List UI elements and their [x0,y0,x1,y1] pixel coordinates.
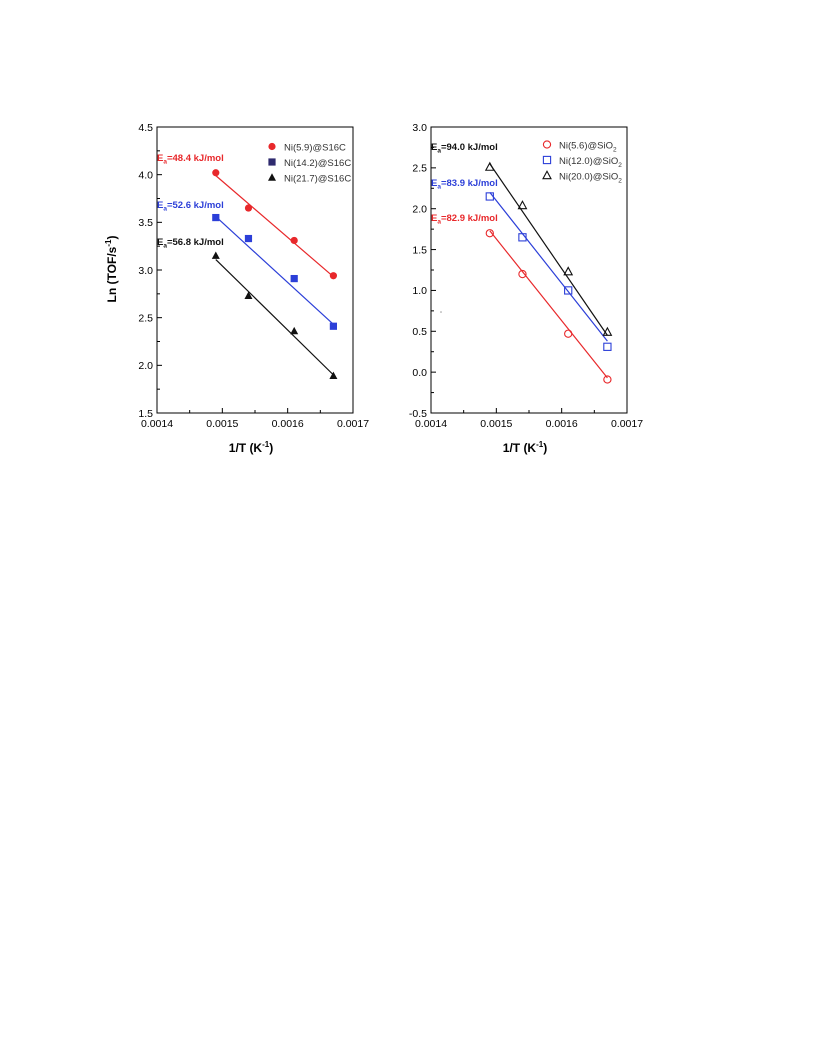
y-tick-label: 2.0 [412,204,427,216]
plot-frame [156,126,354,414]
data-point [211,251,220,259]
x-tick-label: 0.0017 [337,418,369,430]
y-tick-label: 0.5 [412,326,427,338]
y-tick-label: 3.0 [412,122,427,134]
legend-marker [542,155,552,165]
legend-label: Ni(20.0)@SiO2 [559,172,622,185]
y-tick-label: 1.5 [412,244,427,256]
data-point [564,286,573,295]
left-panel: 0.0014 0.0015 0.0016 0.0017 1.5 2.0 2.5 3.0 3.5 4… [138,122,369,455]
series-1: Ni(14.2)@S16C Ea=52.6 kJ/mol [157,158,351,330]
data-point [329,371,338,380]
series-0: Ni(5.9)@S16C Ea=48.4 kJ/mol [157,143,346,280]
x-tick-label: 0.0017 [611,418,643,430]
legend-marker [268,158,276,166]
x-tick-label: 0.0015 [206,418,238,430]
x-axis-label: 1/T (K-1) [229,440,273,455]
x-axis-label: 1/T (K-1) [503,440,547,455]
data-point [290,326,299,335]
y-tick-label: 3.0 [138,265,153,277]
legend-marker [542,140,552,149]
data-point [517,200,528,210]
x-tick-label: 0.0015 [480,418,512,430]
fit-line [489,163,608,336]
legend-label: Ni(5.6)@SiO2 [559,141,617,154]
legend-label: Ni(5.9)@S16C [284,143,346,154]
activation-energy-label: Ea=52.6 kJ/mol [157,200,224,213]
legend-marker [268,173,276,181]
data-point [485,229,494,238]
data-point [244,291,253,299]
right-panel: 0.0014 0.0015 0.0016 0.0017 -0.5 0.0 0.5 1.0 1.5… [409,122,643,455]
legend-label: Ni(14.2)@S16C [284,158,351,169]
y-tick-label: -0.5 [409,408,427,420]
shared-y-axis-label: Ln (TOF/s-1) [104,236,119,303]
activation-energy-label: Ea=94.0 kJ/mol [431,142,498,155]
data-point [290,236,298,245]
x-tick-label: 0.0014 [415,418,447,430]
y-tick-label: 1.5 [138,408,153,420]
data-point [603,375,612,384]
y-tick-label: 3.5 [138,217,153,229]
fit-line [489,191,608,342]
data-point [244,234,253,243]
y-tick-label: 1.0 [412,285,427,297]
plot-frame [430,126,628,414]
x-tick-label: 0.0014 [141,418,173,430]
legend-label: Ni(21.7)@S16C [284,174,351,185]
activation-energy-label: Ea=82.9 kJ/mol [431,213,498,226]
fit-line [215,259,334,376]
y-tick-label: 2.5 [138,312,153,324]
data-point [329,322,337,330]
data-point [290,274,298,283]
data-point [212,213,220,222]
activation-energy-label: Ea=56.8 kJ/mol [157,237,224,250]
data-point [329,272,337,280]
legend-marker [268,142,276,151]
y-tick-label: 2.5 [412,163,427,175]
stray-dot [440,311,442,313]
y-tick-label: 4.0 [138,169,153,181]
activation-energy-label: Ea=83.9 kJ/mol [431,178,498,191]
data-point [602,326,613,336]
data-point [518,233,527,242]
data-point [564,329,573,338]
fit-line [215,216,334,325]
legend-label: Ni(12.0)@SiO2 [559,156,622,169]
x-tick-label: 0.0016 [546,418,578,430]
data-point [603,342,612,351]
data-point [244,204,253,212]
fit-line [489,230,608,379]
data-point [518,269,527,279]
series-2: Ni(21.7)@S16C Ea=56.8 kJ/mol [157,173,351,380]
series-0: Ni(5.6)@SiO2 Ea=82.9 kJ/mol [431,140,617,384]
series-1: Ni(12.0)@SiO2 Ea=83.9 kJ/mol [431,155,622,351]
series-2: Ni(20.0)@SiO2 Ea=94.0 kJ/mol [431,142,622,336]
data-point [485,192,494,201]
x-tick-label: 0.0016 [272,418,304,430]
y-tick-label: 0.0 [412,367,427,379]
activation-energy-label: Ea=48.4 kJ/mol [157,153,224,166]
data-point [212,169,220,177]
y-tick-label: 2.0 [138,360,153,372]
fit-line [215,175,334,278]
y-tick-label: 4.5 [138,122,153,134]
data-point [484,161,495,171]
data-point [563,266,574,276]
legend-marker [542,170,552,180]
